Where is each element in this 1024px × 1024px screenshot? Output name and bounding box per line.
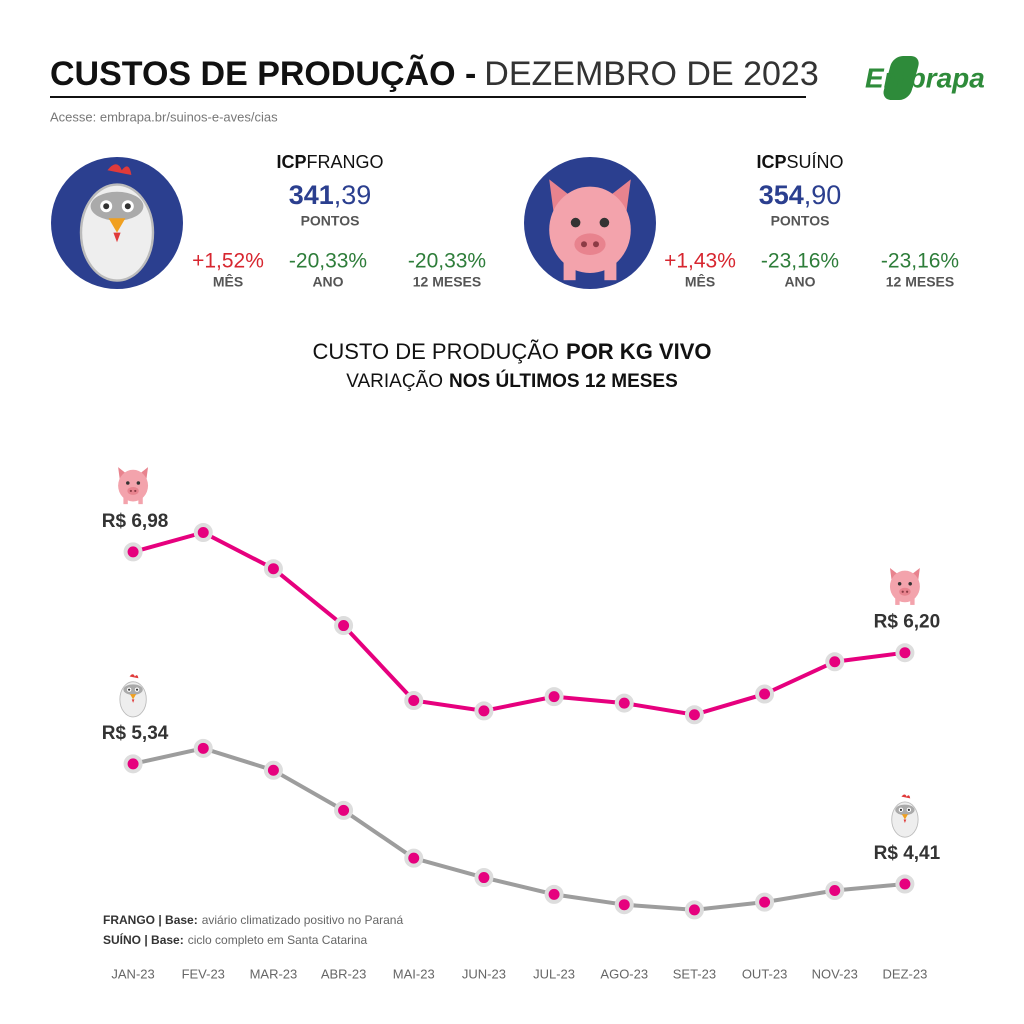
x-tick-label: AGO-23: [600, 966, 648, 981]
point: [825, 652, 845, 672]
x-tick-label: DEZ-23: [883, 966, 928, 981]
stat-label: 12 MESES: [886, 274, 954, 290]
index-label-light: FRANGO: [307, 152, 384, 172]
chart-title: CUSTO DE PRODUÇÃO POR KG VIVO: [313, 339, 712, 364]
stat-label: ANO: [784, 274, 815, 290]
note-text: ciclo completo em Santa Catarina: [188, 933, 368, 947]
link: Acesse: embrapa.br/suinos-e-aves/cias: [50, 109, 278, 124]
stat-label: MÊS: [685, 273, 715, 290]
point: [755, 684, 775, 704]
note: SUÍNO | Base: ciclo completo em Santa Cat…: [103, 932, 367, 947]
point: [334, 800, 354, 820]
x-tick-label: JAN-23: [111, 966, 154, 981]
point: [895, 874, 915, 894]
point: [263, 760, 283, 780]
index-label-bold: ICP: [276, 152, 306, 172]
point: [123, 542, 143, 562]
point: [755, 892, 775, 912]
x-tick-label: FEV-23: [182, 966, 225, 981]
note-bold: SUÍNO | Base:: [103, 932, 184, 947]
logo: Embrapa: [865, 62, 985, 93]
label-icon: [119, 673, 147, 718]
point: [895, 643, 915, 663]
point: [684, 705, 704, 725]
point: [123, 754, 143, 774]
point: [404, 691, 424, 711]
stat-value: -20,33%: [289, 250, 367, 273]
stat-value: +1,52%: [192, 250, 264, 273]
chart-title-light: CUSTO DE PRODUÇÃO: [313, 339, 560, 364]
point: [474, 701, 494, 721]
point: [544, 884, 564, 904]
value-label: R$ 5,34: [102, 723, 169, 744]
index-points: 341,39: [289, 180, 372, 210]
x-tick-label: MAR-23: [250, 966, 298, 981]
title-bold: CUSTOS DE PRODUÇÃO -: [50, 55, 476, 93]
stat-value: -23,16%: [881, 250, 959, 273]
index-points: 354,90: [759, 180, 842, 210]
label-icon: [118, 467, 149, 505]
value-label: R$ 4,41: [874, 843, 941, 864]
point: [825, 880, 845, 900]
x-tick-label: JUN-23: [462, 966, 506, 981]
index-label: ICPFRANGO: [276, 152, 383, 172]
stat-value: -23,16%: [761, 250, 839, 273]
index-unit: PONTOS: [771, 213, 830, 229]
x-tick-label: MAI-23: [393, 966, 435, 981]
stat-label: MÊS: [213, 273, 243, 290]
label-icon: [891, 794, 919, 838]
chart-subtitle-bold: NOS ÚLTIMOS 12 MESES: [449, 370, 678, 392]
chart-subtitle: VARIAÇÃO NOS ÚLTIMOS 12 MESES: [346, 370, 678, 392]
note-text: aviário climatizado positivo no Paraná: [202, 913, 404, 927]
points-dec: ,90: [804, 180, 842, 210]
points-dec: ,39: [334, 180, 372, 210]
point: [263, 559, 283, 579]
point: [614, 693, 634, 713]
point: [614, 895, 634, 915]
note: FRANGO | Base: aviário climatizado positi…: [103, 913, 403, 927]
chart-subtitle-light: VARIAÇÃO: [346, 370, 443, 392]
value-label: R$ 6,20: [874, 612, 941, 633]
x-tick-label: NOV-23: [812, 966, 858, 981]
stat-label: ANO: [312, 274, 343, 290]
index-label-light: SUÍNO: [787, 152, 844, 172]
stat-value: +1,43%: [664, 250, 736, 273]
series-line: [132, 746, 906, 912]
point: [193, 523, 213, 543]
point: [193, 738, 213, 758]
points-int: 341: [289, 180, 334, 210]
x-tick-label: JUL-23: [533, 966, 575, 981]
series-line: [132, 530, 906, 717]
x-tick-label: OUT-23: [742, 966, 788, 981]
index-label-bold: ICP: [756, 152, 786, 172]
index-label: ICPSUÍNO: [756, 152, 843, 172]
point: [684, 900, 704, 920]
point: [334, 616, 354, 636]
point: [544, 687, 564, 707]
stat-value: -20,33%: [408, 250, 486, 273]
title: CUSTOS DE PRODUÇÃO - DEZEMBRO DE 2023: [50, 55, 819, 93]
chart-title-bold: POR KG VIVO: [566, 339, 711, 364]
x-tick-label: SET-23: [673, 966, 716, 981]
note-bold: FRANGO | Base:: [103, 913, 198, 927]
point: [474, 868, 494, 888]
title-light: DEZEMBRO DE 2023: [484, 55, 818, 93]
value-label: R$ 6,98: [102, 511, 169, 532]
points-int: 354: [759, 180, 804, 210]
logo-mark: [883, 56, 919, 100]
stat-label: 12 MESES: [413, 274, 481, 290]
label-icon: [889, 567, 920, 605]
index-unit: PONTOS: [301, 213, 360, 229]
x-tick-label: ABR-23: [321, 966, 367, 981]
point: [404, 848, 424, 868]
